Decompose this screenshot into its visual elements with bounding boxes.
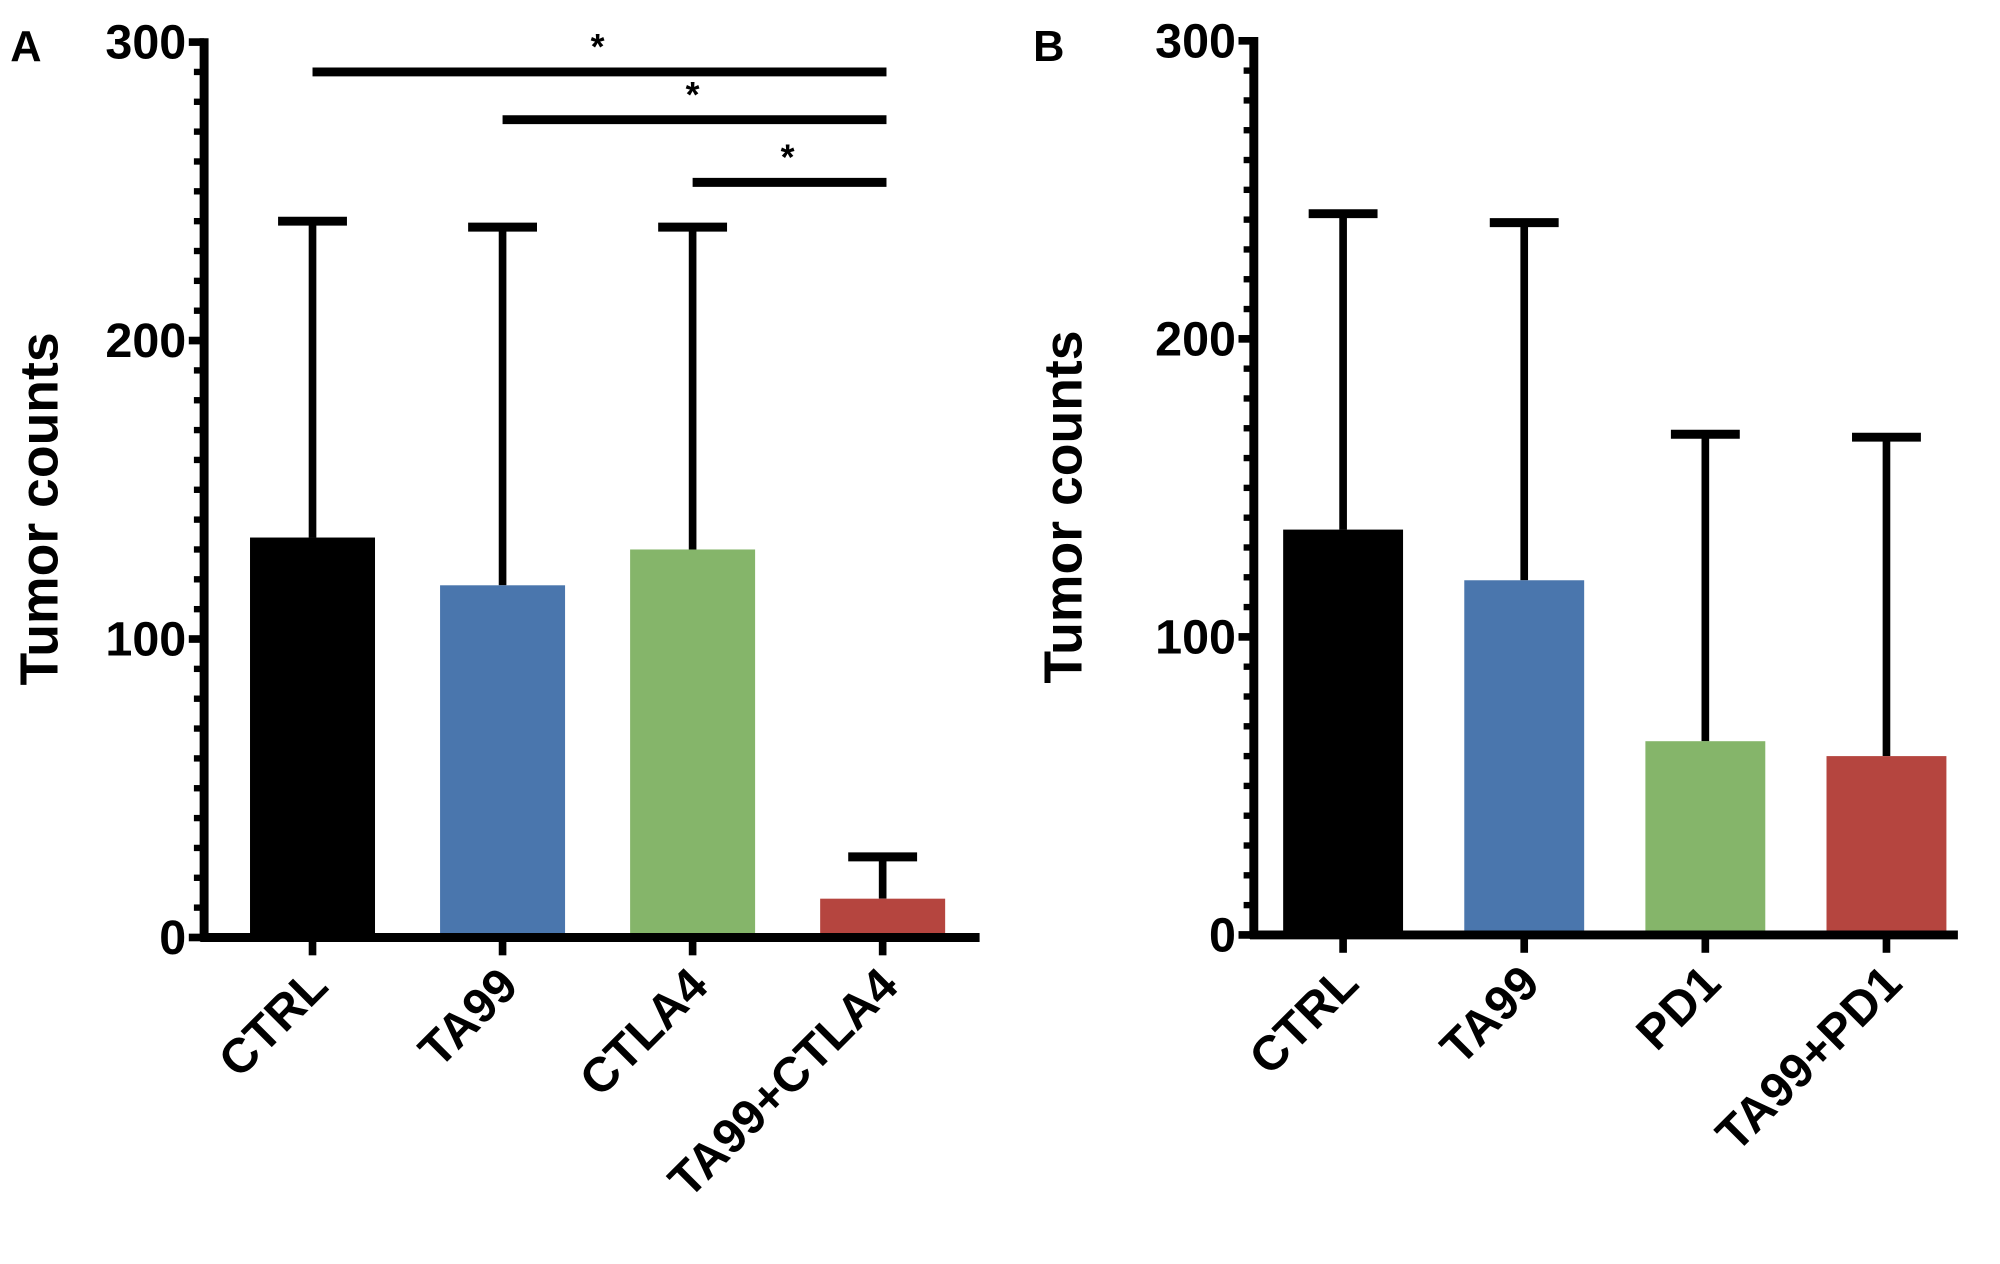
bar-ta99 (440, 585, 566, 938)
bar-ta99-ctla4 (820, 898, 946, 938)
x-tick-label: TA99 (1430, 956, 1549, 1075)
y-tick-label: 100 (105, 613, 186, 667)
bar-ctrl (1283, 529, 1404, 935)
x-tick-label: CTLA4 (570, 958, 719, 1107)
panel-label: A (10, 23, 41, 71)
y-tick-label: 0 (159, 911, 186, 965)
x-tick-label: TA99 (409, 958, 528, 1077)
bar-ctrl (250, 537, 376, 938)
bar-ta99 (1464, 580, 1585, 935)
y-tick-label: 300 (105, 16, 186, 70)
x-tick-label: PD1 (1626, 956, 1731, 1061)
x-tick-label: CTRL (209, 958, 339, 1088)
y-tick-label: 300 (1155, 14, 1236, 68)
y-tick-label: 0 (1209, 909, 1236, 963)
x-tick-label: TA99+PD1 (1706, 956, 1912, 1162)
x-tick-label: CTRL (1239, 956, 1369, 1086)
bar-ctla4 (630, 549, 756, 938)
y-tick-label: 200 (105, 314, 186, 368)
significance-star: * (686, 75, 700, 115)
significance-star: * (781, 138, 795, 178)
bar-pd1 (1645, 741, 1766, 935)
significance-star: * (591, 27, 605, 67)
y-tick-label: 100 (1155, 610, 1236, 664)
y-axis-label: Tumor counts (10, 332, 69, 685)
panel-label: B (1033, 23, 1064, 71)
y-tick-label: 200 (1155, 312, 1236, 366)
bar-ta99-pd1 (1826, 756, 1947, 935)
y-axis-label: Tumor counts (1035, 330, 1094, 683)
